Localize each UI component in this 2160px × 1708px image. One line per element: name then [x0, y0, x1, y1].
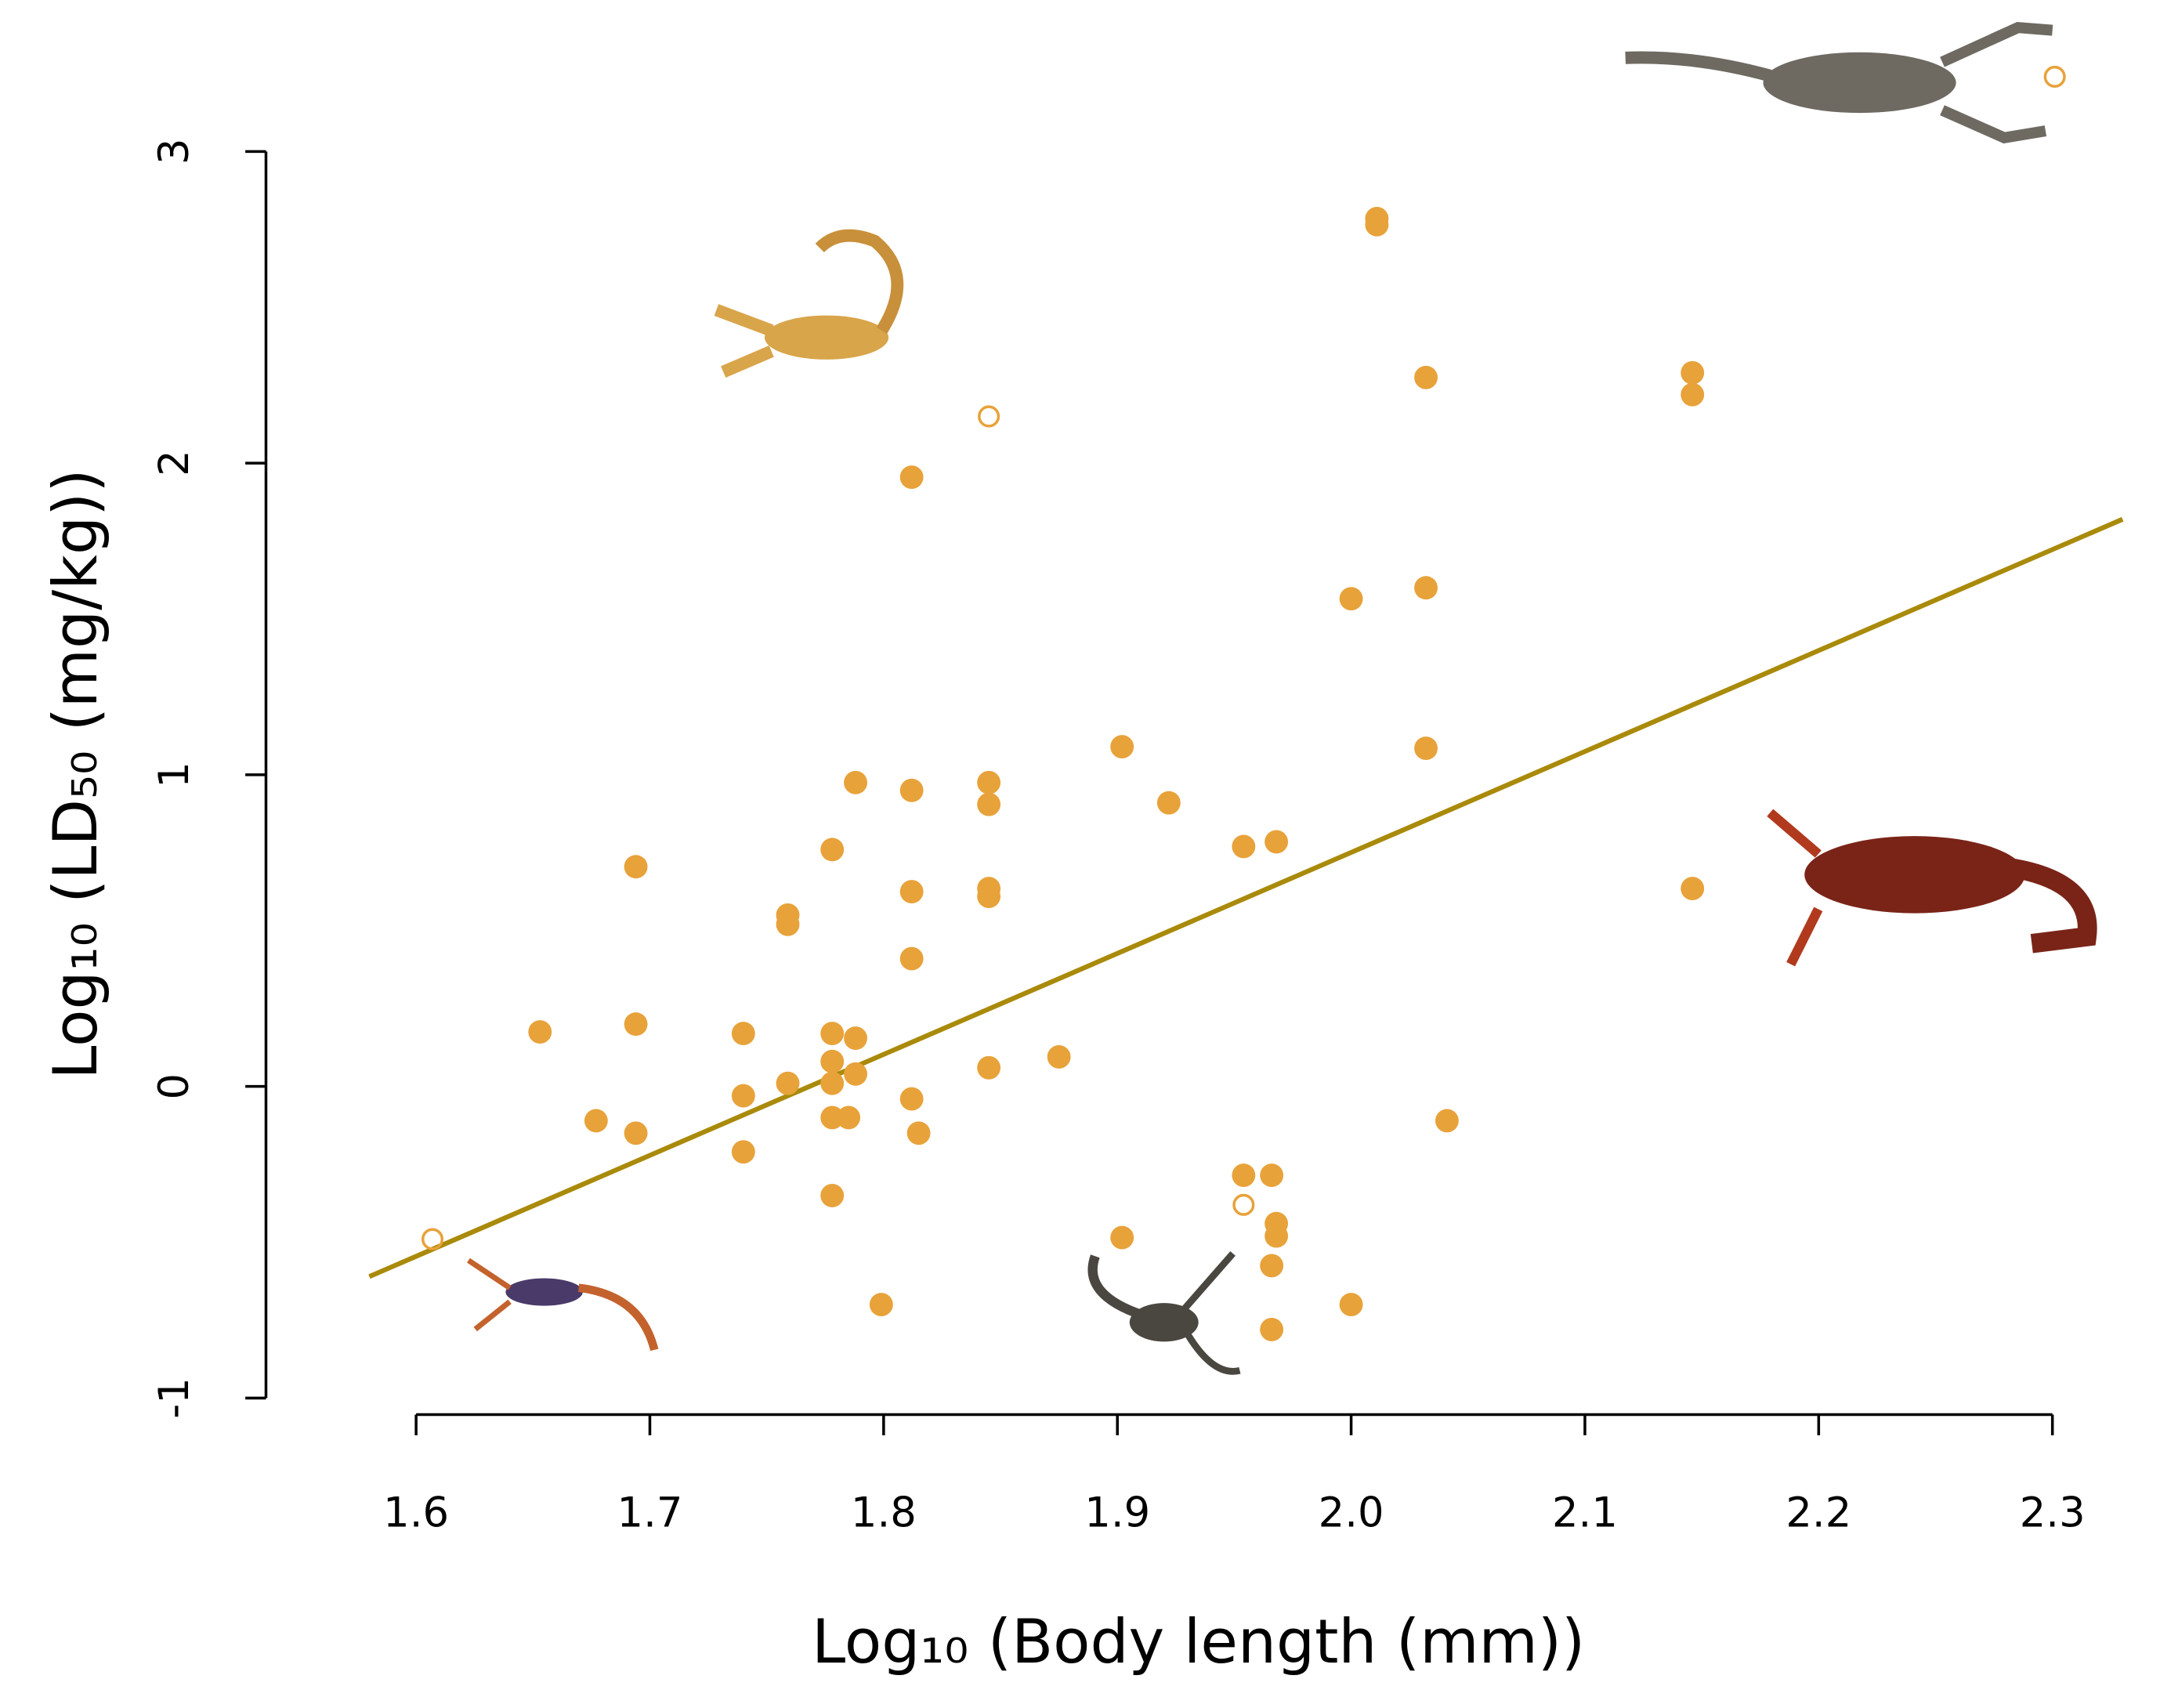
- point: [1265, 830, 1289, 854]
- point: [1339, 587, 1363, 611]
- point: [899, 946, 924, 971]
- x-tick-label: 2.1: [1552, 1489, 1618, 1537]
- point: [977, 1055, 1001, 1080]
- point: [624, 1012, 648, 1037]
- point: [977, 885, 1001, 908]
- open-point: [1232, 1193, 1255, 1216]
- point: [1260, 1317, 1284, 1341]
- point: [624, 855, 648, 879]
- point: [1232, 1163, 1256, 1187]
- point: [731, 1084, 755, 1108]
- x-tick-label: 2.2: [1786, 1489, 1851, 1537]
- x-tick-label: 1.8: [851, 1489, 917, 1537]
- point: [899, 1087, 924, 1111]
- point: [844, 1026, 867, 1050]
- point: [1265, 1224, 1289, 1248]
- point: [1047, 1044, 1071, 1069]
- open-point: [978, 405, 1000, 428]
- y-tick-label: 2: [150, 450, 198, 476]
- open-point: [2043, 65, 2066, 88]
- point: [528, 1020, 552, 1044]
- point: [820, 1049, 845, 1073]
- point: [624, 1121, 648, 1145]
- regression-line: [368, 516, 2124, 1279]
- point: [1414, 365, 1438, 389]
- point: [837, 1105, 861, 1130]
- point: [906, 1121, 931, 1145]
- point: [977, 770, 1001, 794]
- point: [1260, 1254, 1284, 1278]
- point: [899, 465, 924, 489]
- point: [820, 1183, 845, 1207]
- y-tick-label: 1: [150, 762, 198, 788]
- y-tick-label: 3: [150, 139, 198, 165]
- scorpion-illustrations: [466, 22, 2097, 1375]
- open-point: [421, 1228, 444, 1250]
- point: [844, 770, 867, 794]
- x-axis-title: Log₁₀ (Body length (mm)): [812, 1607, 1585, 1677]
- y-tick-label: 0: [150, 1073, 198, 1100]
- point: [1232, 834, 1256, 859]
- point: [820, 1022, 845, 1045]
- scorpion-yellow: [714, 229, 904, 378]
- scorpion-purple: [466, 1257, 659, 1352]
- point: [1414, 576, 1438, 600]
- x-tick-label: 1.6: [383, 1489, 449, 1537]
- x-tick-label: 1.9: [1084, 1489, 1150, 1537]
- point: [1110, 1225, 1134, 1250]
- point: [820, 1071, 845, 1095]
- x-tick-label: 1.7: [617, 1489, 683, 1537]
- point: [899, 778, 924, 802]
- point: [1435, 1109, 1459, 1133]
- point: [1156, 791, 1181, 815]
- point: [977, 792, 1001, 816]
- point: [731, 1140, 755, 1164]
- point: [1681, 877, 1705, 901]
- point: [869, 1293, 893, 1317]
- point: [1681, 382, 1705, 407]
- scorpion-red: [1767, 809, 2097, 967]
- point: [899, 880, 924, 904]
- point: [1365, 212, 1389, 237]
- point: [584, 1109, 608, 1133]
- point: [820, 1105, 845, 1130]
- x-tick-label: 2.3: [2020, 1489, 2086, 1537]
- y-tick-label: -1: [150, 1377, 198, 1419]
- point: [1339, 1293, 1363, 1317]
- point: [1414, 736, 1438, 761]
- x-tick-label: 2.0: [1319, 1489, 1384, 1537]
- point: [1260, 1163, 1284, 1187]
- scorpion-dark: [1087, 1250, 1241, 1375]
- point: [844, 1062, 867, 1086]
- point: [820, 838, 845, 862]
- point: [731, 1022, 755, 1045]
- y-axis-title: Log₁₀ (LD₅₀ (mg/kg)): [41, 469, 111, 1079]
- scorpion-grey: [1625, 22, 2053, 144]
- point: [1681, 360, 1705, 385]
- point: [776, 1071, 800, 1095]
- point: [1110, 735, 1134, 759]
- point: [776, 912, 800, 936]
